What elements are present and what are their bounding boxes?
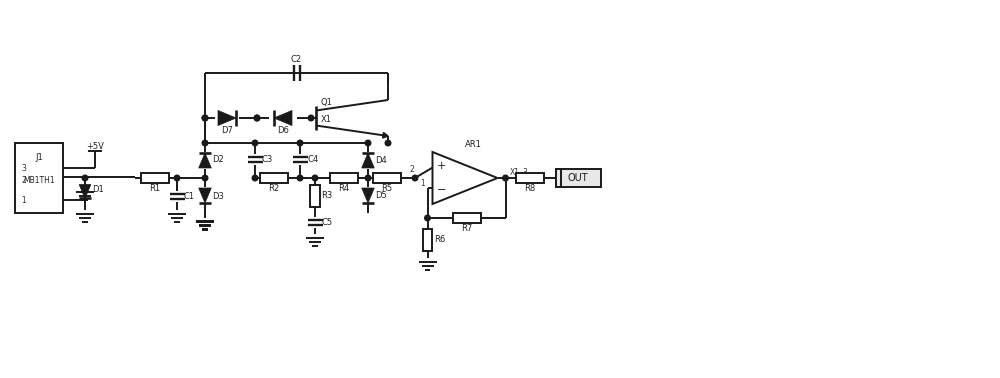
Text: AR1: AR1 <box>465 141 481 150</box>
Circle shape <box>312 175 318 181</box>
Text: 1: 1 <box>22 197 26 206</box>
Text: 3: 3 <box>22 164 26 174</box>
Circle shape <box>425 215 430 221</box>
Circle shape <box>297 140 303 146</box>
Text: X1: X1 <box>509 169 520 178</box>
Bar <box>373 173 401 183</box>
Text: 2: 2 <box>410 166 414 175</box>
Circle shape <box>412 175 418 181</box>
Circle shape <box>202 140 208 146</box>
Text: C2: C2 <box>291 56 302 65</box>
Text: C1: C1 <box>184 192 195 201</box>
Circle shape <box>503 175 508 181</box>
Text: R2: R2 <box>268 184 280 194</box>
Bar <box>330 173 358 183</box>
Bar <box>15 143 63 213</box>
Text: R8: R8 <box>524 184 535 194</box>
Polygon shape <box>79 184 91 198</box>
Circle shape <box>252 140 258 146</box>
Circle shape <box>308 115 314 121</box>
Polygon shape <box>383 133 388 138</box>
Text: Q1: Q1 <box>320 99 332 107</box>
Text: D2: D2 <box>212 155 224 164</box>
Polygon shape <box>362 188 374 203</box>
Text: R6: R6 <box>434 235 445 245</box>
Circle shape <box>202 175 208 181</box>
Circle shape <box>385 140 391 146</box>
Polygon shape <box>199 188 211 203</box>
Text: 1: 1 <box>420 179 425 188</box>
Text: C4: C4 <box>307 155 318 164</box>
Text: R3: R3 <box>322 192 333 200</box>
Polygon shape <box>274 110 292 125</box>
Bar <box>516 173 544 183</box>
Text: +5V: +5V <box>86 142 104 151</box>
Text: R5: R5 <box>381 184 393 194</box>
Bar <box>310 185 320 207</box>
Text: R1: R1 <box>149 184 161 194</box>
Text: 2: 2 <box>22 177 26 186</box>
Text: OUT: OUT <box>568 173 588 183</box>
Text: J1: J1 <box>35 153 43 163</box>
Circle shape <box>297 175 303 181</box>
Circle shape <box>252 175 258 181</box>
Bar <box>452 213 480 223</box>
Text: 3: 3 <box>523 169 527 178</box>
Text: D1: D1 <box>92 185 104 194</box>
Polygon shape <box>199 153 211 168</box>
Bar <box>141 173 169 183</box>
Circle shape <box>82 175 88 181</box>
Text: MB1TH1: MB1TH1 <box>23 177 55 186</box>
Circle shape <box>202 115 208 121</box>
Circle shape <box>174 175 180 181</box>
Polygon shape <box>432 152 498 204</box>
Circle shape <box>365 175 371 181</box>
Text: C3: C3 <box>262 155 273 164</box>
Text: R4: R4 <box>338 184 350 194</box>
Text: +: + <box>437 161 446 172</box>
Text: C5: C5 <box>322 218 333 227</box>
Polygon shape <box>556 169 560 187</box>
Bar <box>423 229 432 251</box>
Bar <box>260 173 288 183</box>
Text: D5: D5 <box>375 191 387 200</box>
Text: R7: R7 <box>461 225 472 234</box>
Circle shape <box>254 115 260 121</box>
Circle shape <box>202 115 208 121</box>
Bar <box>556 169 600 187</box>
Polygon shape <box>218 110 236 125</box>
Text: D3: D3 <box>212 192 224 201</box>
Text: −: − <box>437 184 446 195</box>
Circle shape <box>365 140 371 146</box>
Text: D6: D6 <box>277 127 289 135</box>
Text: D4: D4 <box>375 156 387 165</box>
Text: X1: X1 <box>320 116 332 124</box>
Polygon shape <box>362 153 374 168</box>
Text: D7: D7 <box>221 127 233 135</box>
Circle shape <box>254 115 260 121</box>
